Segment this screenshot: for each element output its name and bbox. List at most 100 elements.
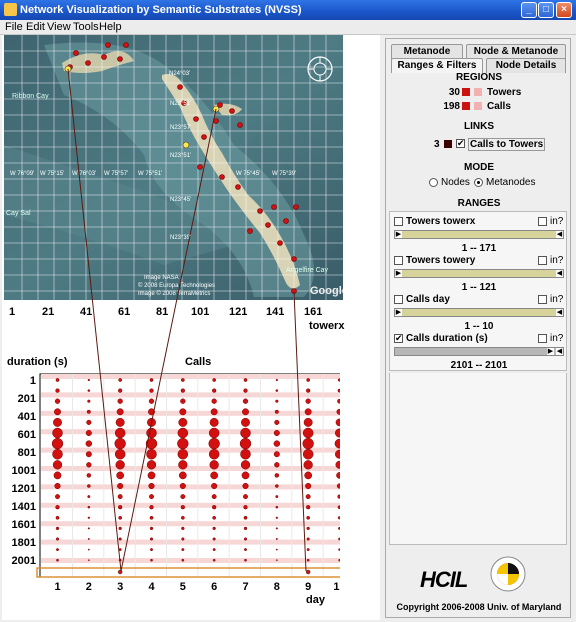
range-towerx-in-checkbox[interactable] [538, 217, 547, 226]
range-towerx-label: Towers towerx [406, 216, 476, 227]
maximize-button[interactable]: □ [538, 2, 554, 18]
call-metanode-dot [338, 559, 340, 562]
mode-title: MODE [464, 162, 494, 173]
range-towery-in-checkbox[interactable] [538, 256, 547, 265]
call-metanode-dot [177, 448, 189, 460]
call-metanode-dot [275, 495, 279, 499]
slider-left-arrow[interactable]: ▶ [395, 309, 402, 316]
call-metanode-dot [275, 559, 278, 562]
towerx-tick: 41 [80, 306, 93, 318]
mode-metanodes-radio[interactable] [474, 178, 483, 187]
range-duration-in-label: in? [550, 333, 564, 344]
call-metanode-dot [275, 505, 279, 509]
call-metanode-dot [335, 428, 340, 438]
map-view[interactable]: Ribbon Cay Cay Sal Angelfire Cay N24°03'… [4, 35, 343, 300]
calls-swatch[interactable] [462, 102, 470, 110]
range-day-in-checkbox[interactable] [538, 295, 547, 304]
calls-to-towers-checkbox[interactable]: ✔ [456, 138, 465, 148]
menu-view[interactable]: View [47, 21, 71, 33]
range-towery-checkbox[interactable] [394, 256, 403, 265]
slider-right-arrow[interactable]: ◀ [556, 231, 563, 238]
links-title: LINKS [464, 121, 494, 132]
call-metanode-dot [85, 451, 92, 458]
towers-swatch-light[interactable] [474, 88, 482, 96]
call-metanode-dot [118, 548, 122, 552]
call-metanode-dot [275, 538, 278, 540]
call-metanode-dot [180, 398, 186, 404]
call-metanode-dot [117, 482, 124, 490]
day-tick-label: 7 [242, 581, 248, 593]
range-day-slider[interactable]: ▶ ◀ [394, 308, 564, 317]
call-metanode-dot [116, 408, 124, 416]
call-metanode-dot [54, 398, 61, 404]
range-towery-slider[interactable]: ▶ ◀ [394, 269, 564, 278]
duration-tick-label: 801 [18, 447, 36, 459]
towerx-tick: 141 [266, 306, 285, 318]
slider-right-arrow[interactable]: ◀ [556, 270, 563, 277]
close-button[interactable]: × [556, 2, 572, 18]
call-metanode-dot [304, 471, 313, 480]
call-metanode-dot [274, 462, 280, 468]
call-metanode-dot [273, 440, 281, 447]
towers-swatch[interactable] [462, 88, 470, 96]
call-metanode-dot [114, 437, 126, 450]
range-duration-in-checkbox[interactable] [538, 334, 547, 343]
towerx-tick: 21 [42, 306, 55, 318]
range-towerx-checkbox[interactable] [394, 217, 403, 226]
minimize-button[interactable]: _ [521, 2, 537, 18]
call-metanode-dot [115, 417, 125, 427]
call-metanode-dot [118, 537, 122, 541]
mode-nodes-radio[interactable] [429, 178, 438, 187]
tab-node-details[interactable]: Node Details [486, 58, 566, 73]
call-metanode-dot [244, 558, 247, 562]
call-metanode-dot [208, 427, 220, 439]
menu-file[interactable]: File [5, 21, 23, 33]
slider-right-arrow[interactable]: ◀ [556, 309, 563, 316]
duration-tick-label: 401 [18, 411, 36, 423]
hcil-logo: HCIL [420, 567, 468, 592]
tab-metanode-details[interactable]: Metanode Details [391, 44, 463, 70]
call-metanode-dot [306, 537, 310, 541]
map-place-label: Cay Sal [6, 210, 31, 217]
call-metanode-dot [180, 515, 185, 520]
range-duration-checkbox[interactable]: ✔ [394, 333, 403, 343]
tab-ranges-filters[interactable]: Ranges & Filters [391, 58, 483, 73]
range-towerx-slider[interactable]: ▶ ◀ [394, 230, 564, 239]
duration-band [41, 484, 340, 490]
call-metanode-dot [53, 471, 62, 480]
links-swatch[interactable] [444, 140, 452, 148]
day-tick-label: 2 [86, 581, 92, 593]
call-metanode-dot [87, 527, 90, 530]
maryland-seal-logo [490, 556, 526, 592]
menu-edit[interactable]: Edit [26, 21, 45, 33]
call-metanode-dot [118, 515, 123, 520]
call-metanode-dot [336, 408, 340, 415]
range-duration-slider[interactable]: ▶ ◀ [394, 347, 564, 356]
calls-swatch-light[interactable] [474, 102, 482, 110]
duration-band [41, 410, 340, 416]
slider-left-arrow[interactable]: ▶ [547, 348, 554, 355]
call-metanode-dot [210, 408, 218, 416]
call-metanode-dot [302, 427, 314, 439]
menu-tools[interactable]: Tools [73, 21, 99, 33]
slider-left-arrow[interactable]: ▶ [395, 231, 402, 238]
call-metanode-dot [211, 398, 217, 404]
slider-right-arrow[interactable]: ◀ [556, 348, 563, 355]
call-metanode-dot [302, 437, 314, 450]
call-metanode-dot [305, 482, 312, 490]
call-metanode-dot [306, 526, 310, 531]
call-metanode-dot [338, 537, 340, 541]
call-metanode-dot [148, 408, 155, 416]
call-metanode-dot [180, 494, 186, 500]
slider-left-arrow[interactable]: ▶ [395, 270, 402, 277]
range-day-checkbox[interactable] [394, 295, 403, 304]
call-metanode-dot [118, 378, 123, 382]
tab-node-metanode-size[interactable]: Node & Metanode Size [466, 44, 566, 70]
map-lon-label: W 75°51' [138, 171, 163, 177]
menu-bar: File Edit View Tools Help [0, 20, 576, 35]
call-metanode-dot [240, 460, 251, 470]
map-lon-label: W 75°39' [272, 171, 297, 177]
calls-x-axis-label: day [306, 594, 325, 606]
menu-help[interactable]: Help [99, 21, 122, 33]
